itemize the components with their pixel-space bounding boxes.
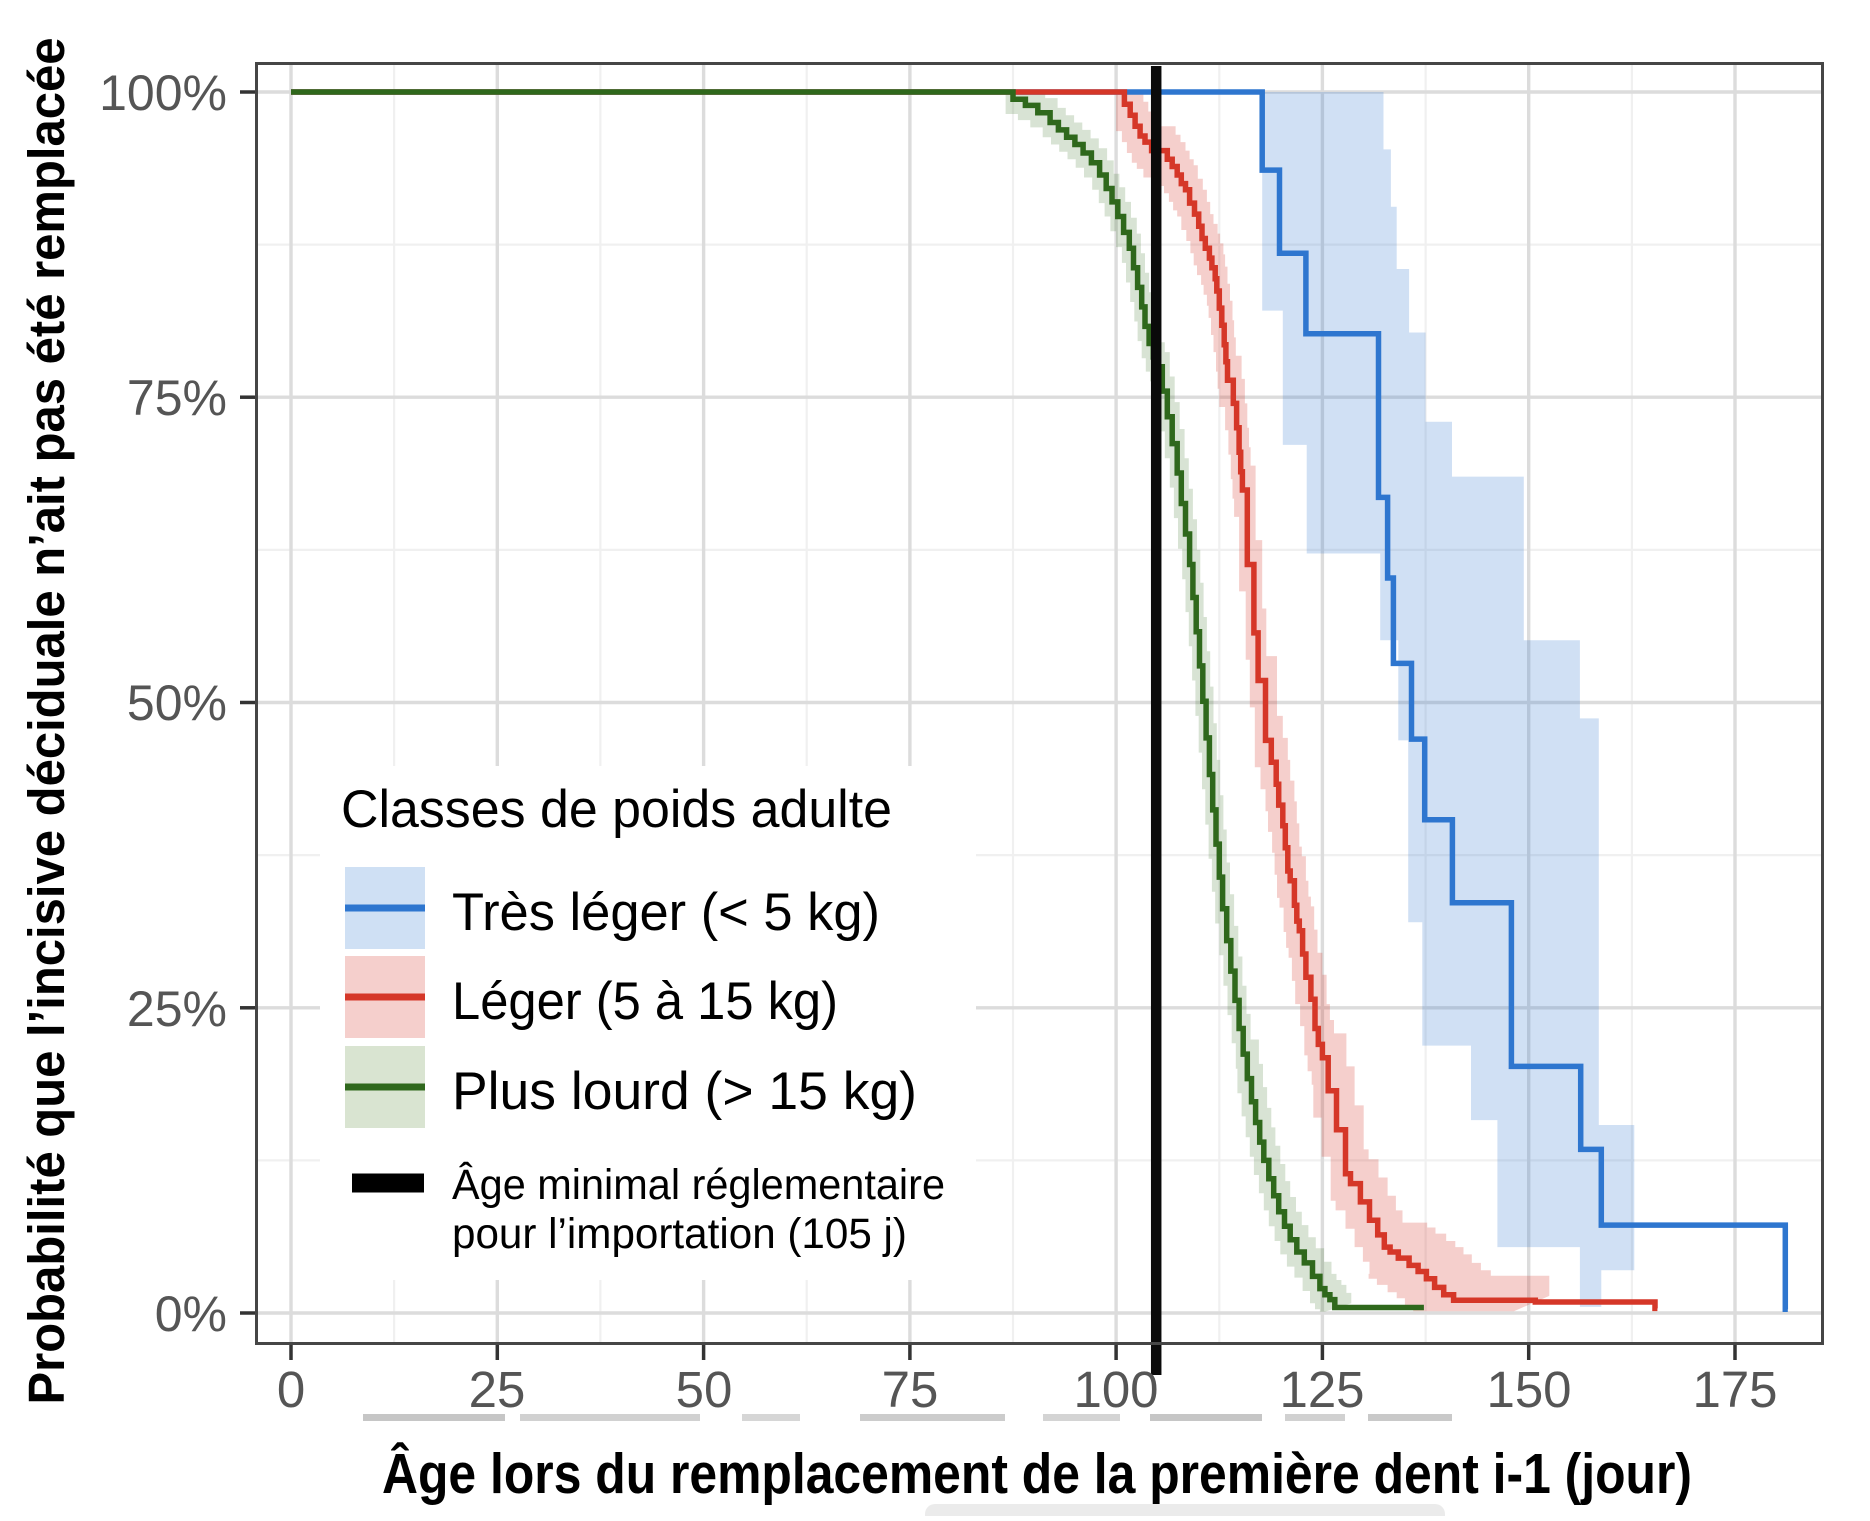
svg-text:Léger (5 à 15 kg): Léger (5 à 15 kg) (452, 972, 838, 1031)
svg-text:175: 175 (1692, 1361, 1777, 1418)
svg-text:Plus lourd (> 15 kg): Plus lourd (> 15 kg) (452, 1062, 917, 1121)
svg-text:25: 25 (469, 1361, 526, 1418)
svg-text:Classes de poids adulte: Classes de poids adulte (341, 780, 892, 839)
svg-text:25%: 25% (127, 981, 227, 1037)
svg-text:Âge lors du remplacement de la: Âge lors du remplacement de la première … (382, 1441, 1692, 1506)
svg-text:75%: 75% (127, 370, 227, 426)
svg-text:100: 100 (1073, 1361, 1158, 1418)
svg-text:75: 75 (882, 1361, 939, 1418)
svg-text:0%: 0% (155, 1286, 227, 1342)
svg-text:0: 0 (277, 1361, 305, 1418)
svg-text:pour l’importation (105 j): pour l’importation (105 j) (452, 1210, 907, 1258)
svg-text:Âge minimal réglementaire: Âge minimal réglementaire (452, 1161, 945, 1209)
svg-text:50: 50 (676, 1361, 733, 1418)
svg-text:125: 125 (1279, 1361, 1364, 1418)
svg-text:50%: 50% (127, 675, 227, 731)
svg-text:Très léger (< 5 kg): Très léger (< 5 kg) (452, 883, 880, 942)
svg-text:150: 150 (1486, 1361, 1571, 1418)
svg-text:100%: 100% (99, 65, 227, 121)
svg-text:Probabilité que l’incisive déc: Probabilité que l’incisive déciduale n’a… (18, 38, 75, 1405)
